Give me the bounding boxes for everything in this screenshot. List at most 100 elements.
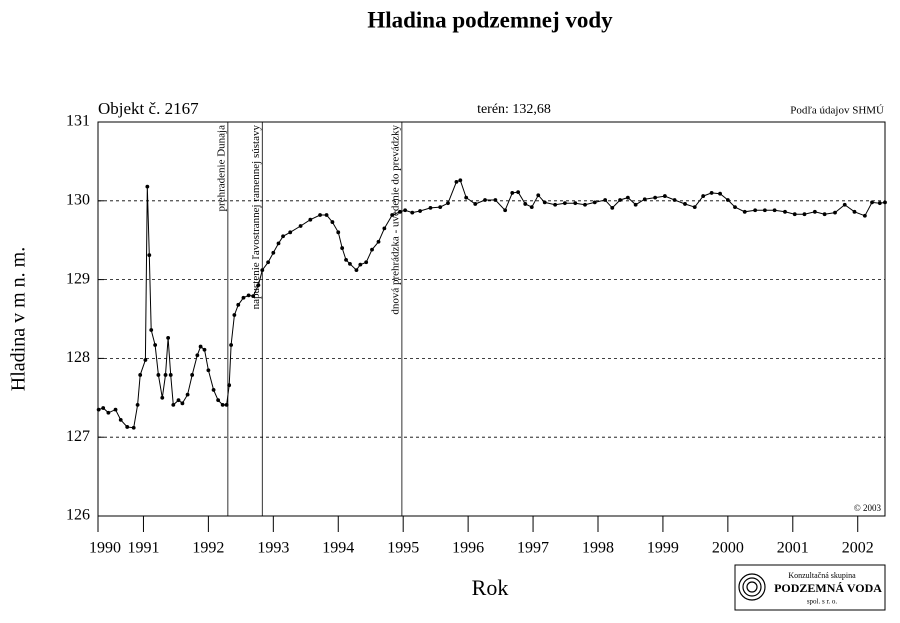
x-tick-label: 1991 <box>127 540 159 557</box>
data-point <box>653 195 658 200</box>
x-tick-label: 1995 <box>387 540 419 557</box>
data-point <box>260 268 265 273</box>
x-tick-label: 1990 <box>89 540 121 557</box>
data-point <box>870 200 874 205</box>
data-point <box>185 392 190 397</box>
x-tick-label: 1992 <box>192 540 224 557</box>
data-point <box>229 343 234 347</box>
y-tick-label: 130 <box>66 191 90 208</box>
object-label: Objekt č. 2167 <box>98 99 199 118</box>
data-point <box>241 295 246 300</box>
logo-box <box>734 564 886 611</box>
data-point <box>553 202 558 207</box>
data-point <box>438 205 443 210</box>
data-point <box>340 246 345 250</box>
data-point <box>145 184 150 189</box>
x-tick-label: 1998 <box>582 540 614 557</box>
data-point <box>833 210 837 215</box>
x-tick-label: 1993 <box>257 540 289 557</box>
data-point <box>503 208 508 213</box>
data-point <box>458 178 463 183</box>
data-point <box>153 343 158 347</box>
data-point <box>709 191 714 195</box>
data-point <box>96 407 101 412</box>
data-point <box>180 401 185 406</box>
x-tick-label: 1994 <box>322 540 354 557</box>
logo-line2: PODZEMNÁ VODA <box>774 581 882 595</box>
data-point <box>802 212 807 217</box>
data-point <box>176 398 181 403</box>
y-tick-label: 127 <box>66 428 90 445</box>
data-point <box>281 234 285 239</box>
event-label: dnová prehrádzka - uvedenie do prevádzky <box>389 125 401 315</box>
data-point <box>166 336 171 340</box>
data-point <box>772 208 777 213</box>
data-point <box>390 213 395 217</box>
data-point <box>216 398 221 403</box>
data-point <box>662 194 667 198</box>
data-point <box>562 201 567 206</box>
data-point <box>171 402 176 407</box>
x-tick-label: 1999 <box>647 540 679 557</box>
data-point <box>812 209 817 214</box>
data-point <box>718 191 722 196</box>
copyright: © 2003 <box>854 503 882 513</box>
data-point <box>246 293 251 298</box>
data-point <box>344 258 348 262</box>
data-point <box>454 179 459 184</box>
data-point <box>198 344 203 349</box>
data-point <box>232 313 237 317</box>
data-point <box>862 213 867 218</box>
data-point <box>336 230 341 235</box>
data-point <box>583 202 587 207</box>
data-point <box>308 217 313 222</box>
logo: Konzultačná skupina PODZEMNÁ VODA spol. … <box>734 564 886 611</box>
data-point <box>883 200 887 205</box>
data-point <box>149 328 154 332</box>
chart-title: Hladina podzemnej vody <box>367 7 613 32</box>
data-point <box>160 395 165 400</box>
y-axis-label: Hladina v m n. m. <box>8 247 30 391</box>
data-point <box>625 195 630 200</box>
event-label: prehradenie Dunaja <box>215 125 227 212</box>
data-point <box>692 205 697 210</box>
data-point <box>877 201 882 206</box>
data-point <box>742 209 747 214</box>
data-point <box>603 198 608 202</box>
data-point <box>113 407 118 412</box>
event-label: napustenie ľavostrannej ramennej sústavy <box>250 125 262 310</box>
data-point <box>156 373 161 377</box>
plot-frame <box>97 121 886 517</box>
data-point <box>536 193 541 198</box>
data-point <box>190 373 195 377</box>
data-point <box>220 402 225 407</box>
data-point <box>276 241 281 246</box>
source-label: Podľa údajov SHMÚ <box>790 105 884 117</box>
x-tick-label: 1997 <box>517 540 549 557</box>
data-point <box>364 260 369 265</box>
terrain-label: terén: 132,68 <box>477 102 551 117</box>
data-point <box>382 226 387 231</box>
data-point <box>418 209 422 213</box>
logo-line3: spol. s r. o. <box>807 598 838 606</box>
data-point <box>298 224 303 228</box>
data-point <box>410 210 415 215</box>
data-point <box>256 283 261 288</box>
data-point <box>168 373 173 377</box>
data-point <box>163 373 168 377</box>
data-point <box>125 425 130 429</box>
data-point <box>633 202 638 207</box>
data-point <box>428 205 433 210</box>
data-point <box>542 200 547 205</box>
data-point <box>822 212 827 217</box>
logo-icon <box>738 573 766 601</box>
data-point <box>138 373 143 377</box>
data-point <box>852 209 857 214</box>
data-point <box>288 230 293 235</box>
data-point <box>211 388 216 392</box>
data-point <box>324 213 329 217</box>
data-point <box>610 205 615 210</box>
data-point <box>398 209 402 214</box>
data-point <box>683 202 687 206</box>
